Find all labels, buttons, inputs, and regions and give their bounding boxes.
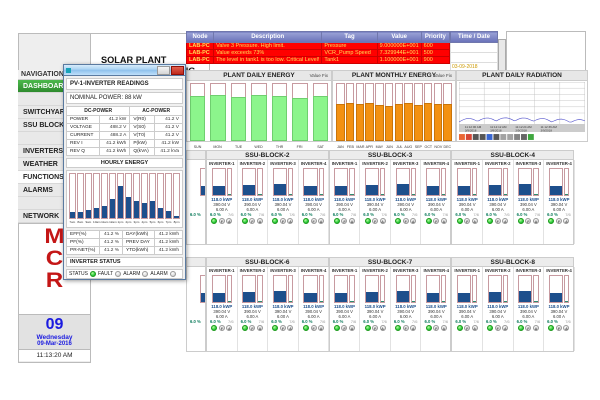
svg-text:3/9/2018: 3/9/2018	[515, 128, 527, 132]
svg-text:3/9/2018: 3/9/2018	[465, 128, 477, 132]
svg-text:3/9/2018: 3/9/2018	[541, 128, 553, 132]
svg-text:3/9/2018: 3/9/2018	[490, 128, 502, 132]
